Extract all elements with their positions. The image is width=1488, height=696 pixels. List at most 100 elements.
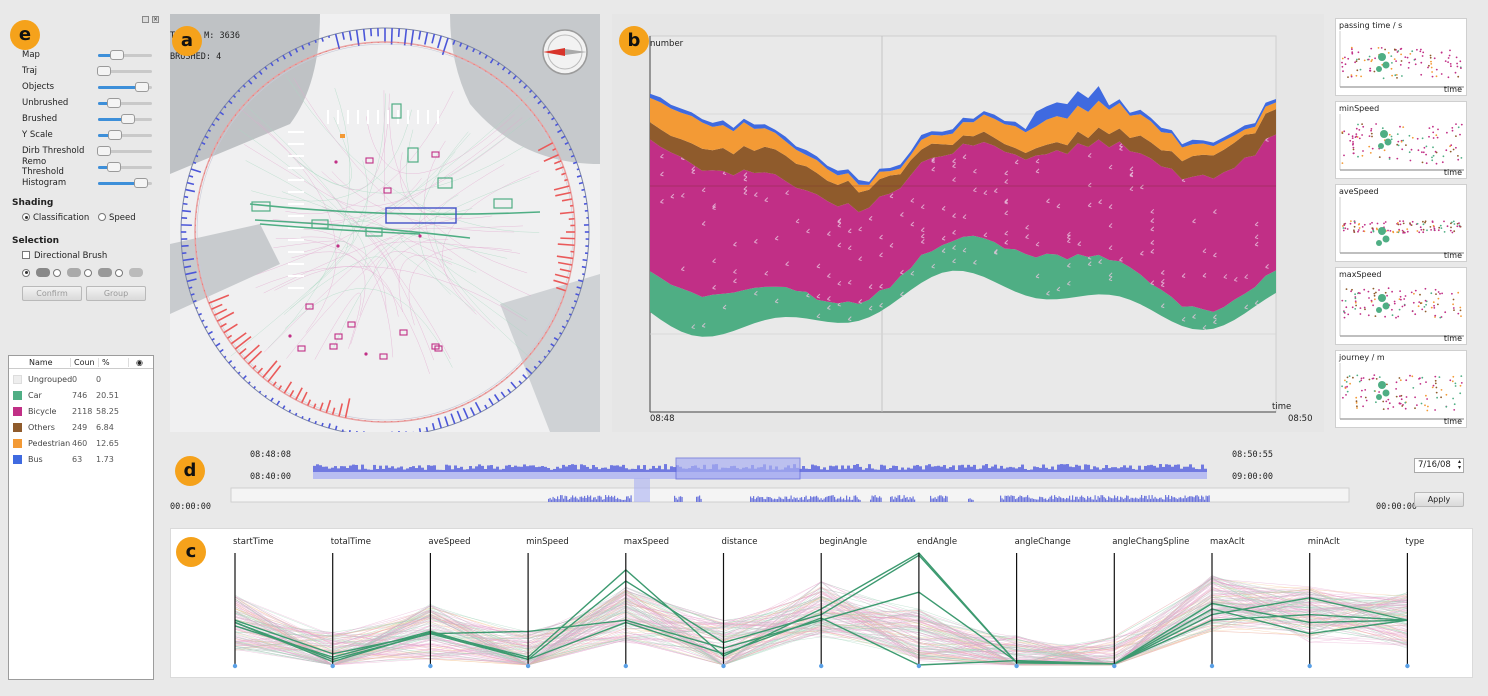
scatter-title: maxSpeed [1339,270,1382,279]
axis-label-minaclt[interactable]: minAclt [1307,537,1340,547]
brush-mode-radio-4[interactable] [115,268,123,277]
axis-label-starttime[interactable]: startTime [233,537,274,547]
legend-name: Bus [28,454,43,464]
brush-mode-radio-1[interactable] [22,268,30,277]
speed-radio[interactable] [97,213,106,221]
slider-track[interactable] [98,81,152,92]
overview-end-time: 00:00:00 [1376,502,1417,512]
slider-handle[interactable] [134,177,149,188]
float-icon[interactable] [142,16,149,23]
legend-swatch [13,406,22,416]
stream-y-label: number [650,39,684,49]
slider-track[interactable] [97,65,152,76]
slider-track[interactable] [98,129,152,140]
map-view[interactable]: a TM: 3636 BRUSHED: 4 [170,14,600,432]
legend-row-car[interactable]: Car 746 20.51 [9,387,153,403]
stream-end-time: 08:50 [1288,414,1313,424]
axis-label-endangle[interactable]: endAngle [916,537,958,547]
slider-label: Y Scale [22,130,53,140]
slider-handle[interactable] [120,113,135,124]
slider-fill [98,101,115,105]
group-button[interactable]: Group [86,286,146,301]
timeline-canvas[interactable] [170,446,1473,518]
parallel-coordinates-canvas[interactable] [171,529,1474,679]
brush-icon-4 [129,268,143,277]
legend-percent: 0 [96,374,102,384]
slider-fill [98,133,116,137]
axis-label-avespeed[interactable]: aveSpeed [428,537,471,547]
axis-label-distance[interactable]: distance [721,537,758,547]
axis-label-anglechange[interactable]: angleChange [1014,537,1071,547]
scatter-avespeed[interactable]: aveSpeed time [1335,184,1467,262]
slider-handle[interactable] [109,49,124,60]
slider-label: Unbrushed [22,98,69,108]
axis-label-maxaclt[interactable]: maxAclt [1210,537,1245,547]
axis-label-totaltime[interactable]: totalTime [330,537,371,547]
map-canvas[interactable] [170,14,600,432]
slider-row-dirb-threshold: Dirb Threshold [22,144,157,158]
scatter-maxspeed[interactable]: maxSpeed time [1335,267,1467,345]
axis-label-type[interactable]: type [1405,537,1425,547]
slider-row-objects: Objects [22,80,157,94]
slider-row-y-scale: Y Scale [22,128,157,142]
date-field[interactable]: 7/16/08 ▴ ▾ [1414,458,1464,473]
slider-track[interactable] [98,177,152,188]
brush-mode-radio-3[interactable] [84,268,92,277]
timeline-view[interactable]: d 08:48:08 08:50:55 08:40:00 09:00:00 00… [170,446,1473,518]
slider-handle[interactable] [97,145,112,156]
slider-row-brushed: Brushed [22,112,157,126]
legend-header-name[interactable]: Name [26,357,71,367]
legend-row-bicycle[interactable]: Bicycle 2118 58.25 [9,403,153,419]
axis-label-maxspeed[interactable]: maxSpeed [623,537,669,547]
slider-track[interactable] [98,113,152,124]
slider-handle[interactable] [107,97,122,108]
legend-header-count[interactable]: Coun [71,357,99,367]
selection-title: Selection [12,236,60,246]
slider-track[interactable] [97,145,152,156]
scatter-plot [1339,114,1464,171]
scatter-minspeed[interactable]: minSpeed time [1335,101,1467,179]
close-icon[interactable]: × [152,16,159,23]
date-spinner-icon[interactable]: ▴ ▾ [1457,458,1461,471]
legend-row-bus[interactable]: Bus 63 1.73 [9,451,153,467]
legend-header: Name Coun % ◉ [9,356,153,369]
shading-options: Classification Speed [22,213,136,223]
attribute-scatter-column: passing time / s time minSpeed time aveSpeed… [1331,14,1471,432]
slider-handle[interactable] [97,65,112,76]
brush-icon-2 [67,268,81,277]
slider-track[interactable] [98,161,152,172]
apply-button[interactable]: Apply [1414,492,1464,507]
axis-label-anglechangspline[interactable]: angleChangSpline [1112,537,1190,547]
slider-label: Histogram [22,178,67,188]
scatter-plot [1339,31,1464,88]
streamgraph-view[interactable]: b number time 08:48 08:50 [612,14,1324,432]
scatter-journey[interactable]: journey / m time [1335,350,1467,428]
legend-row-pedestrian[interactable]: Pedestrian 460 12.65 [9,435,153,451]
legend-row-ungrouped[interactable]: Ungrouped 0 0 [9,371,153,387]
slider-row-histogram: Histogram [22,176,157,190]
confirm-button[interactable]: Confirm [22,286,82,301]
axis-label-beginangle[interactable]: beginAngle [819,537,868,547]
slider-handle[interactable] [135,81,150,92]
classification-radio[interactable] [22,213,30,221]
slider-handle[interactable] [108,129,123,140]
slider-track[interactable] [98,49,152,60]
scatter-passing[interactable]: passing time / s time [1335,18,1467,96]
legend-count: 63 [72,454,83,464]
eye-icon[interactable]: ◉ [136,357,143,367]
shading-title: Shading [12,198,54,208]
streamgraph-canvas[interactable] [612,14,1324,432]
directional-brush-checkbox[interactable] [22,251,30,259]
slider-handle[interactable] [107,161,122,172]
legend-swatch [13,422,22,432]
parallel-coordinates-view[interactable]: c startTime totalTime aveSpeed minSpeed maxS… [170,528,1473,678]
axis-label-minspeed[interactable]: minSpeed [526,537,569,547]
badge-b: b [619,26,649,56]
brushed-count-value: 4 [216,52,222,62]
brush-mode-radio-2[interactable] [53,268,61,277]
legend-percent: 1.73 [96,454,114,464]
slider-track[interactable] [98,97,152,108]
legend-row-others[interactable]: Others 249 6.84 [9,419,153,435]
control-panel: e × Map Traj Objects Unbrushed Brushed Y Scal… [8,14,160,344]
legend-header-percent[interactable]: % [99,357,129,367]
